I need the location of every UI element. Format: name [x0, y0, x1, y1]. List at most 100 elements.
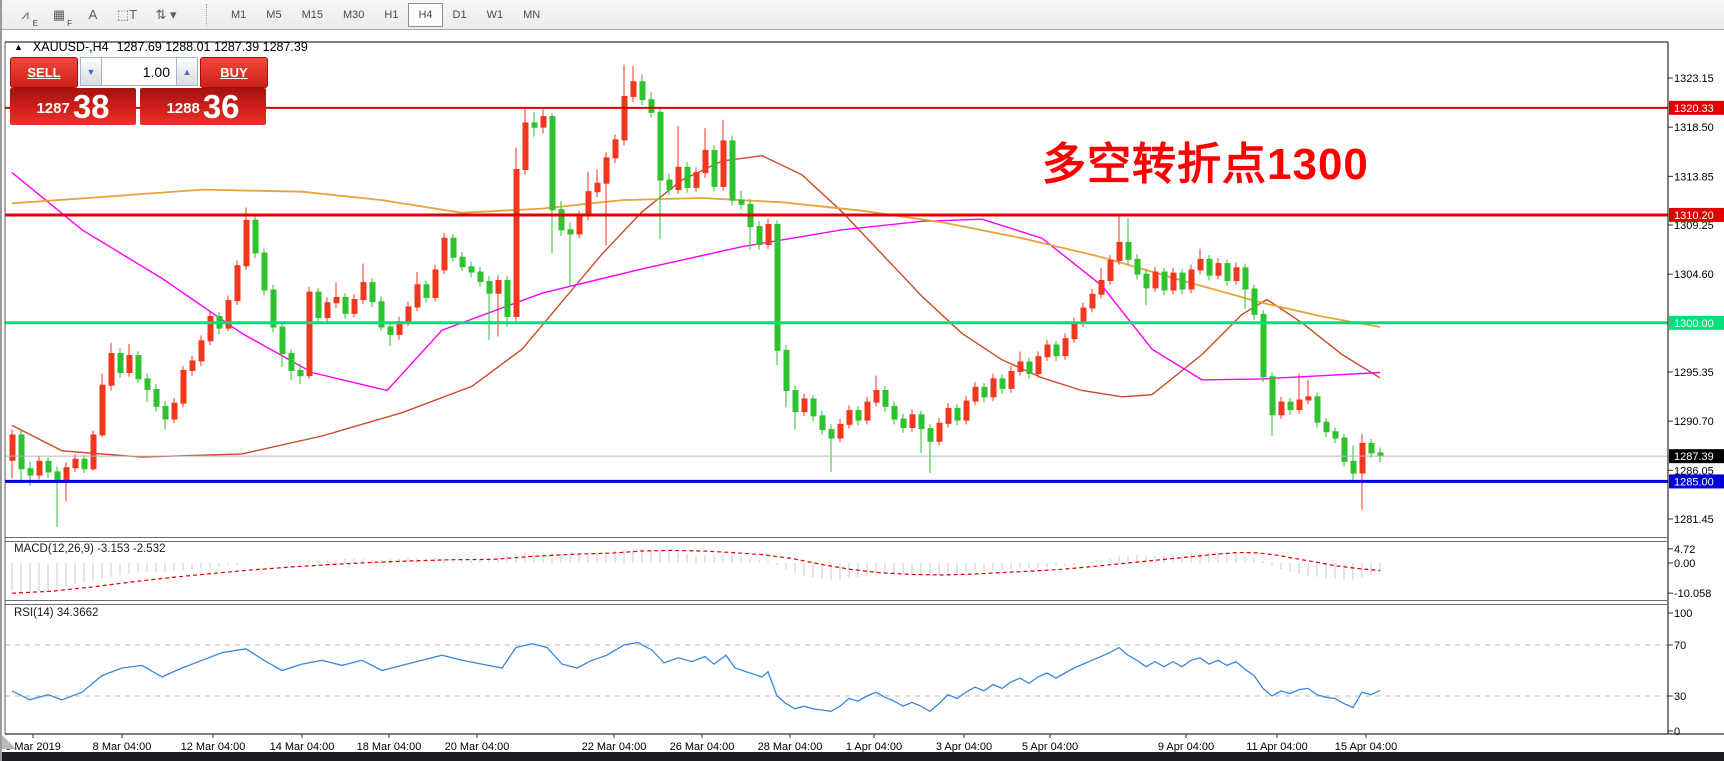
time-axis-label: 12 Mar 04:00	[181, 741, 246, 753]
candle-body	[819, 415, 826, 431]
candle-body	[549, 116, 556, 211]
fibonacci-grid-icon-sub: F	[67, 18, 72, 28]
time-axis-label: 15 Apr 04:00	[1335, 741, 1397, 753]
candle-body	[81, 458, 88, 470]
candle-body	[1026, 361, 1033, 375]
timeframe-mn-button[interactable]: MN	[523, 8, 541, 21]
volume-decrease-button[interactable]: ▼	[80, 57, 102, 86]
timeframe-d1-button[interactable]: D1	[452, 8, 467, 21]
candle-body	[315, 291, 322, 319]
candle-body	[324, 302, 331, 319]
level-badge	[1669, 474, 1724, 489]
candle-body	[702, 149, 709, 174]
price-axis-label: 1290.70	[1674, 416, 1714, 428]
candle-body	[279, 326, 286, 354]
toolbar-separator	[206, 3, 211, 26]
candle-body	[36, 460, 43, 476]
candle-body	[441, 237, 448, 271]
price-axis-label: 1313.85	[1674, 171, 1714, 183]
time-axis-label: 5 Apr 04:00	[1022, 741, 1078, 753]
candle-body	[720, 140, 727, 187]
candle-body	[1296, 399, 1303, 411]
candle-body	[1260, 313, 1267, 378]
resize-grip[interactable]	[2, 735, 16, 749]
timeframe-m15-button[interactable]: M15	[301, 8, 323, 21]
buy-button[interactable]: BUY	[200, 57, 268, 88]
candle-body	[495, 280, 502, 294]
chart-background	[5, 42, 1668, 734]
timeframe-m1-button[interactable]: M1	[231, 8, 247, 21]
candle-body	[1278, 401, 1285, 416]
candle-body	[801, 398, 808, 413]
candle-body	[765, 223, 772, 246]
candle-body	[333, 296, 340, 304]
volume-input[interactable]	[102, 57, 176, 86]
level-badge-label: 1285.00	[1674, 476, 1714, 488]
candle-body	[1107, 259, 1114, 282]
candle-body	[423, 284, 430, 298]
candle-body	[810, 398, 817, 417]
candle-body	[594, 182, 601, 193]
draw-channel-icon-sub: E	[32, 18, 38, 28]
candle-body	[1350, 460, 1357, 474]
candle-body	[828, 429, 835, 439]
candle-body	[72, 458, 79, 469]
candle-body	[774, 223, 781, 351]
bid-price-panel[interactable]: 1287 38	[10, 88, 136, 125]
candle-body	[999, 378, 1006, 389]
level-badge-label: 1310.20	[1674, 210, 1714, 222]
candle-body	[1161, 271, 1168, 291]
text-label-tool-icon[interactable]: ⬚T	[116, 6, 138, 22]
candle-body	[891, 405, 898, 420]
candle-body	[630, 81, 637, 98]
rsi-indicator-label: RSI(14) 34.3662	[14, 607, 99, 619]
candle-body	[450, 237, 457, 258]
level-badge-label: 1300.00	[1674, 318, 1714, 330]
candle-body	[486, 281, 493, 294]
candle-body	[360, 282, 367, 301]
candle-body	[288, 352, 295, 371]
ma-line-magenta	[11, 172, 1381, 392]
volume-increase-button[interactable]: ▲	[176, 57, 198, 86]
candle-body	[126, 355, 133, 374]
sell-button[interactable]: SELL	[10, 57, 78, 88]
timeframe-h4-button[interactable]: H4	[408, 2, 443, 27]
candle-body	[189, 360, 196, 371]
price-axis-label: 1309.25	[1674, 220, 1714, 232]
candle-body	[522, 122, 529, 170]
text-tool-icon[interactable]: A	[88, 7, 98, 22]
candle-body	[1170, 272, 1177, 291]
candle-body	[756, 226, 763, 246]
candle-body	[621, 96, 628, 141]
timeframe-h1-button[interactable]: H1	[384, 8, 399, 21]
candle-body	[171, 402, 178, 420]
level-badge-label: 1287.39	[1674, 451, 1714, 463]
rsi-axis-label: 30	[1674, 691, 1686, 703]
candle-body	[1143, 273, 1150, 289]
level-badge	[1669, 100, 1724, 115]
level-badge	[1669, 207, 1724, 222]
chart-annotation-text: 多空转折点1300	[1042, 140, 1369, 189]
candle-body	[1269, 376, 1276, 416]
one-click-trade-panel: SELL ▼ ▲ BUY 1287 38 1288 36	[10, 57, 268, 125]
time-axis-label: 8 Mar 04:00	[93, 741, 152, 753]
candle-body	[864, 401, 871, 421]
candle-body	[567, 229, 574, 235]
price-axis-label: 1281.45	[1674, 514, 1714, 526]
ask-price-panel[interactable]: 1288 36	[140, 88, 266, 125]
cycle-arrows-icon[interactable]: ⇅ ▾	[155, 6, 177, 22]
draw-channel-icon[interactable]: ⩘ E	[21, 6, 38, 28]
timeframe-w1-button[interactable]: W1	[486, 8, 504, 21]
collapse-triangle-icon[interactable]: ▲	[14, 42, 23, 52]
candle-body	[468, 266, 475, 273]
candle-body	[1287, 401, 1294, 411]
candle-body	[144, 378, 151, 390]
timeframe-m5-button[interactable]: M5	[266, 8, 282, 21]
candle-body	[207, 315, 214, 342]
timeframe-m30-button[interactable]: M30	[342, 8, 365, 21]
fibonacci-grid-icon[interactable]: ▦ F	[52, 6, 72, 28]
price-axis-label: 1318.50	[1674, 122, 1714, 134]
candle-body	[1251, 288, 1258, 315]
candle-body	[729, 140, 736, 201]
